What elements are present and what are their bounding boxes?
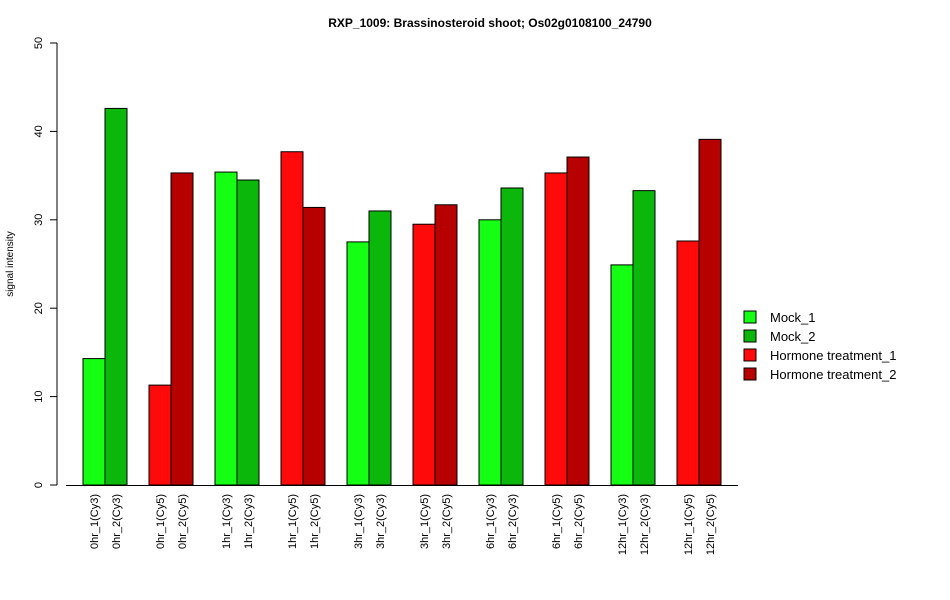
x-tick-label: 0hr_2(Cy5) xyxy=(177,494,189,549)
x-tick-label: 1hr_1(Cy3) xyxy=(221,494,233,549)
bar xyxy=(346,241,370,486)
bar xyxy=(500,187,524,486)
bar xyxy=(82,358,106,486)
bar xyxy=(412,223,436,486)
legend-swatch xyxy=(743,367,757,381)
legend-swatch xyxy=(743,310,757,324)
x-tick-label: 1hr_2(Cy3) xyxy=(243,494,255,549)
x-tick-label: 3hr_2(Cy5) xyxy=(441,494,453,549)
legend-swatch xyxy=(743,329,757,343)
y-tick-label: 0 xyxy=(33,482,45,488)
bar xyxy=(368,210,392,486)
x-tick-label: 12hr_1(Cy5) xyxy=(683,494,695,555)
x-tick-label: 1hr_2(Cy5) xyxy=(309,494,321,549)
bar xyxy=(566,156,590,486)
y-tick-label: 40 xyxy=(33,125,45,137)
y-tick-label: 50 xyxy=(33,37,45,49)
legend-label: Hormone treatment_1 xyxy=(770,348,896,363)
bars-group xyxy=(82,107,722,486)
x-tick-label: 1hr_1(Cy5) xyxy=(287,494,299,549)
legend-label: Mock_2 xyxy=(770,329,816,344)
x-tick-labels: 0hr_1(Cy3) 0hr_2(Cy3) 0hr_1(Cy5) 0hr_2(Cy5)… xyxy=(89,494,717,555)
x-tick-label: 3hr_1(Cy5) xyxy=(419,494,431,549)
x-tick-label: 12hr_1(Cy3) xyxy=(617,494,629,555)
y-tick-label: 30 xyxy=(33,214,45,226)
bar xyxy=(698,138,722,486)
legend-label: Mock_1 xyxy=(770,310,816,325)
bar xyxy=(214,171,238,486)
x-tick-label: 0hr_2(Cy3) xyxy=(111,494,123,549)
y-tick-label: 20 xyxy=(33,302,45,314)
x-tick-label: 0hr_1(Cy3) xyxy=(89,494,101,549)
bar xyxy=(632,190,656,486)
x-tick-label: 6hr_1(Cy3) xyxy=(485,494,497,549)
bar xyxy=(478,219,502,486)
chart-title: RXP_1009: Brassinosteroid shoot; Os02g01… xyxy=(328,16,652,30)
bar xyxy=(544,172,568,486)
y-tick-label: 10 xyxy=(33,390,45,402)
x-tick-label: 0hr_1(Cy5) xyxy=(155,494,167,549)
x-tick-label: 6hr_2(Cy5) xyxy=(573,494,585,549)
y-axis-label: signal intensity xyxy=(5,231,16,297)
bar xyxy=(610,264,634,486)
legend-label: Hormone treatment_2 xyxy=(770,367,896,382)
x-tick-label: 6hr_1(Cy5) xyxy=(551,494,563,549)
y-axis: 0 10 20 30 40 50 xyxy=(33,37,58,488)
bar xyxy=(302,206,326,486)
bar xyxy=(676,240,700,486)
bar xyxy=(280,151,304,486)
x-tick-label: 12hr_2(Cy3) xyxy=(639,494,651,555)
bar xyxy=(170,172,194,486)
x-tick-label: 12hr_2(Cy5) xyxy=(705,494,717,555)
legend-swatch xyxy=(743,348,757,362)
x-tick-label: 6hr_2(Cy3) xyxy=(507,494,519,549)
bar xyxy=(236,179,260,486)
bar xyxy=(434,204,458,486)
x-tick-label: 3hr_2(Cy3) xyxy=(375,494,387,549)
bar xyxy=(148,384,172,486)
legend: Mock_1 Mock_2 Hormone treatment_1 Hormone t… xyxy=(743,310,896,382)
x-tick-label: 3hr_1(Cy3) xyxy=(353,494,365,549)
bar xyxy=(104,107,128,486)
